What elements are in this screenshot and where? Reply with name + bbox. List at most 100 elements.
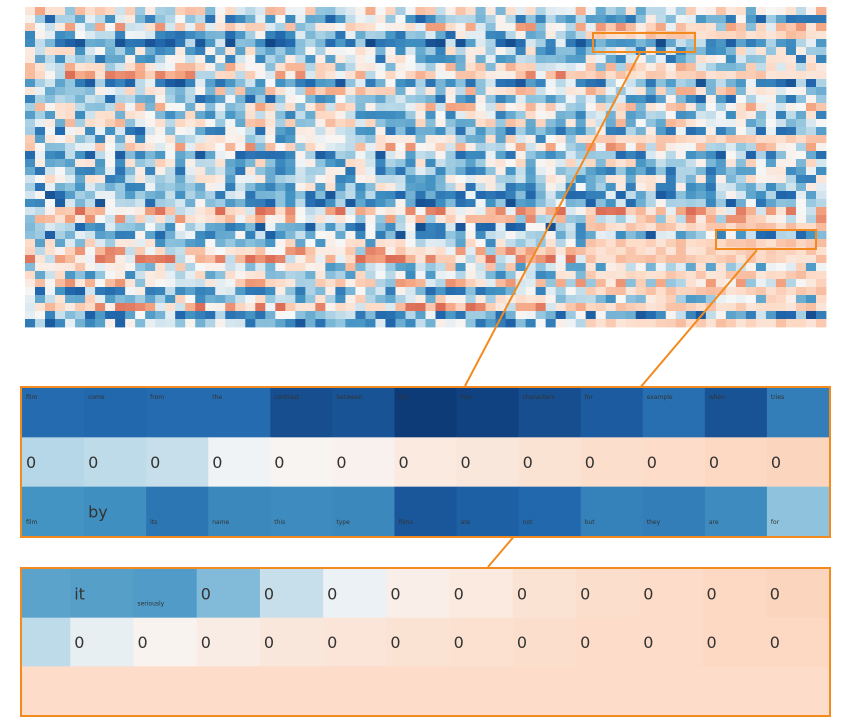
heatmap-cell: [535, 231, 547, 240]
heatmap-cell: [295, 31, 306, 40]
zoom-cell: [576, 617, 640, 667]
heatmap-cell: [315, 255, 326, 264]
heatmap-cell: [205, 303, 216, 312]
heatmap-cell: [75, 303, 86, 312]
heatmap-cell: [115, 127, 126, 136]
heatmap-cell: [445, 71, 456, 80]
heatmap-cell: [565, 47, 577, 56]
heatmap-cell: [25, 279, 36, 288]
heatmap-cell: [595, 287, 607, 296]
zoom-cell: [208, 437, 271, 488]
zoom-cell: [518, 388, 582, 438]
heatmap-cell: [745, 319, 757, 328]
heatmap-cell: [455, 7, 466, 16]
heatmap-cell: [115, 87, 126, 96]
heatmap-cell: [345, 119, 356, 128]
zoom-token-label: 0: [643, 633, 653, 652]
heatmap-cell: [745, 15, 757, 24]
heatmap-cell: [545, 159, 557, 168]
heatmap-cell: [195, 119, 206, 128]
heatmap-cell: [185, 15, 196, 24]
heatmap-cell: [645, 295, 657, 304]
heatmap-cell: [785, 239, 797, 248]
heatmap-cell: [115, 55, 126, 64]
heatmap-cell: [815, 119, 827, 128]
heatmap-cell: [415, 135, 426, 144]
heatmap-cell: [105, 71, 116, 80]
heatmap-cell: [475, 119, 486, 128]
heatmap-cell: [275, 47, 286, 56]
heatmap-cell: [105, 287, 116, 296]
heatmap-cell: [795, 279, 807, 288]
zoom-token-label: 0: [647, 453, 657, 472]
heatmap-cell: [815, 23, 827, 32]
heatmap-cell: [105, 271, 116, 280]
heatmap-cell: [465, 207, 476, 216]
heatmap-cell: [205, 95, 216, 104]
heatmap-cell: [135, 319, 146, 328]
heatmap-cell: [705, 311, 717, 320]
heatmap-cell: [185, 287, 196, 296]
heatmap-cell: [545, 263, 557, 272]
heatmap-cell: [515, 239, 527, 248]
heatmap-cell: [275, 135, 286, 144]
heatmap-cell: [45, 231, 56, 240]
heatmap-cell: [535, 135, 547, 144]
heatmap-cell: [575, 271, 587, 280]
heatmap-cell: [295, 167, 306, 176]
heatmap-cell: [465, 71, 476, 80]
heatmap-cell: [535, 103, 547, 112]
heatmap-cell: [785, 143, 797, 152]
heatmap-cell: [435, 143, 446, 152]
heatmap-cell: [205, 55, 216, 64]
heatmap-cell: [275, 271, 286, 280]
heatmap-cell: [685, 151, 697, 160]
heatmap-cell: [795, 207, 807, 216]
heatmap-cell: [455, 295, 466, 304]
heatmap-cell: [325, 223, 336, 232]
heatmap-cell: [255, 183, 266, 192]
zoom-token-label: 0: [770, 633, 780, 652]
heatmap-cell: [325, 95, 336, 104]
heatmap-cell: [605, 79, 617, 88]
heatmap-cell: [25, 271, 36, 280]
heatmap-cell: [585, 7, 597, 16]
heatmap-cell: [505, 55, 517, 64]
heatmap-cell: [565, 151, 577, 160]
heatmap-cell: [425, 79, 436, 88]
heatmap-cell: [555, 23, 567, 32]
heatmap-cell: [675, 71, 687, 80]
heatmap-cell: [125, 279, 136, 288]
heatmap-cell: [625, 175, 637, 184]
heatmap-cell: [605, 215, 617, 224]
heatmap-cell: [145, 119, 156, 128]
heatmap-cell: [25, 191, 36, 200]
heatmap-cell: [745, 111, 757, 120]
heatmap-cell: [175, 199, 186, 208]
heatmap-cell: [125, 303, 136, 312]
heatmap-cell: [305, 191, 316, 200]
heatmap-cell: [445, 23, 456, 32]
heatmap-cell: [595, 191, 607, 200]
heatmap-cell: [215, 95, 226, 104]
heatmap-cell: [655, 183, 667, 192]
heatmap-cell: [325, 175, 336, 184]
heatmap-cell: [325, 247, 336, 256]
heatmap-cell: [255, 119, 266, 128]
heatmap-cell: [45, 159, 56, 168]
heatmap-cell: [325, 63, 336, 72]
heatmap-cell: [495, 207, 506, 216]
heatmap-cell: [55, 63, 66, 72]
heatmap-cell: [675, 39, 687, 48]
heatmap-cell: [365, 119, 376, 128]
heatmap-cell: [295, 215, 306, 224]
heatmap-cell: [745, 167, 757, 176]
heatmap-cell: [665, 7, 677, 16]
heatmap-cell: [465, 87, 476, 96]
heatmap-cell: [465, 159, 476, 168]
heatmap-cell: [315, 223, 326, 232]
heatmap-cell: [685, 111, 697, 120]
heatmap-cell: [205, 79, 216, 88]
heatmap-cell: [395, 215, 406, 224]
heatmap-cell: [215, 167, 226, 176]
